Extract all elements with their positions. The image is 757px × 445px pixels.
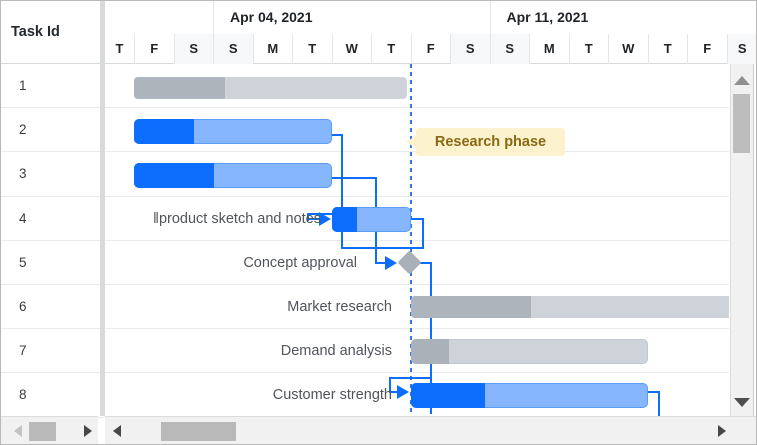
- task-left-label: ‖product sketch and notes: [152, 210, 321, 227]
- day-header-cell: W: [608, 34, 648, 64]
- event-marker-label: Research phase: [416, 128, 565, 156]
- connector-line: [389, 377, 432, 379]
- day-header-cell: T: [647, 34, 688, 64]
- table-row[interactable]: 2: [1, 108, 729, 153]
- week-header-cell: [105, 1, 213, 34]
- grid-column-header: Task Id: [11, 24, 60, 40]
- task-id-cell: 3: [19, 166, 27, 182]
- scroll-down-icon[interactable]: [733, 398, 750, 407]
- connector-line: [307, 212, 309, 221]
- taskbar-row3[interactable]: [134, 162, 332, 188]
- grid-scroll-thumb[interactable]: [29, 421, 56, 441]
- callout-tip-icon: [405, 135, 417, 149]
- taskbar-progress: [410, 382, 485, 408]
- task-id-cell: 4: [19, 210, 27, 226]
- day-header-cell: T: [292, 34, 332, 64]
- connector-line: [375, 262, 387, 264]
- task-id-cell: 6: [19, 299, 27, 314]
- chart-horizontal-scrollbar[interactable]: [105, 416, 730, 444]
- connector-arrow-icon: [319, 212, 331, 226]
- scroll-left-icon[interactable]: [14, 425, 22, 437]
- task-left-label: Market research: [287, 299, 392, 315]
- day-header-cell: T: [115, 41, 124, 56]
- connector-line: [341, 247, 424, 249]
- taskbar-row7[interactable]: [410, 338, 648, 364]
- day-header-cell: S: [489, 34, 529, 64]
- week-header-cell: Apr 04, 2021: [213, 1, 490, 34]
- connector-line: [658, 391, 660, 416]
- day-header-cell: W: [331, 34, 372, 64]
- taskbar-progress: [410, 295, 531, 318]
- connector-line: [646, 391, 660, 393]
- day-header-cell: F: [134, 34, 174, 64]
- table-row[interactable]: 1: [1, 64, 729, 109]
- taskbar-progress: [134, 77, 225, 99]
- timeline-header: Task Id Apr 04, 2021 Apr 11, 2021 T F S …: [1, 1, 757, 64]
- task-left-label: Concept approval: [243, 254, 357, 271]
- day-header-cell: S: [213, 34, 253, 64]
- task-id-cell: 5: [19, 254, 27, 270]
- table-row[interactable]: 7: [1, 329, 729, 374]
- connector-line: [389, 391, 399, 393]
- task-left-label: Demand analysis: [280, 343, 392, 360]
- taskbar-progress: [410, 338, 449, 364]
- day-header-cell: S: [173, 34, 213, 64]
- table-row[interactable]: 6: [1, 285, 729, 330]
- day-header-cell: M: [529, 34, 569, 64]
- scroll-right-icon[interactable]: [84, 425, 92, 437]
- grid-horizontal-scrollbar[interactable]: [1, 416, 98, 444]
- week-header-cell: Apr 11, 2021: [489, 1, 757, 34]
- scroll-left-icon[interactable]: [113, 425, 121, 437]
- task-id-cell: 8: [19, 387, 27, 403]
- taskbar-progress: [331, 207, 357, 232]
- panel-splitter[interactable]: [100, 1, 105, 416]
- event-marker-line: [409, 64, 412, 415]
- day-header-cell: S: [726, 34, 756, 64]
- day-header-cell: T: [568, 34, 609, 64]
- task-id-cell: 1: [19, 78, 27, 93]
- taskbar-row8[interactable]: [410, 382, 648, 408]
- table-row[interactable]: 3: [1, 152, 729, 197]
- connector-line: [410, 218, 424, 220]
- taskbar-row2[interactable]: [134, 118, 332, 144]
- connector-line: [341, 133, 343, 249]
- connector-line: [329, 177, 377, 179]
- day-header-cell: F: [687, 34, 727, 64]
- connector-line: [329, 133, 342, 136]
- scroll-up-icon[interactable]: [733, 76, 750, 85]
- connector-arrow-icon: [397, 385, 409, 399]
- connector-line: [430, 262, 432, 414]
- taskbar-row1-parent[interactable]: [134, 77, 407, 99]
- connector-line: [389, 377, 391, 393]
- taskbar-row6-parent[interactable]: [410, 295, 729, 318]
- scrollbar-corner: [729, 416, 756, 444]
- chart-scroll-thumb[interactable]: [161, 421, 236, 441]
- taskbar-progress: [134, 162, 214, 188]
- day-header-cell: F: [410, 34, 451, 64]
- connector-arrow-icon: [385, 256, 397, 270]
- day-header-cell: S: [450, 34, 490, 64]
- vertical-scrollbar[interactable]: [729, 64, 754, 416]
- table-row[interactable]: 4: [1, 197, 729, 241]
- taskbar-progress: [134, 118, 194, 144]
- vertical-scroll-thumb[interactable]: [733, 94, 750, 153]
- task-id-cell: 2: [19, 122, 27, 138]
- table-row[interactable]: 5: [1, 241, 729, 285]
- task-left-label: Customer strength: [272, 387, 392, 404]
- taskbar-row4[interactable]: [331, 207, 411, 232]
- day-header-cell: T: [371, 34, 411, 64]
- connector-line: [422, 218, 424, 249]
- scroll-right-icon[interactable]: [718, 425, 726, 437]
- clipped-text-prefix: ‖: [152, 210, 159, 227]
- connector-line: [307, 218, 321, 220]
- connector-line: [419, 262, 432, 264]
- day-header-cell: M: [252, 34, 293, 64]
- task-id-cell: 7: [19, 343, 27, 359]
